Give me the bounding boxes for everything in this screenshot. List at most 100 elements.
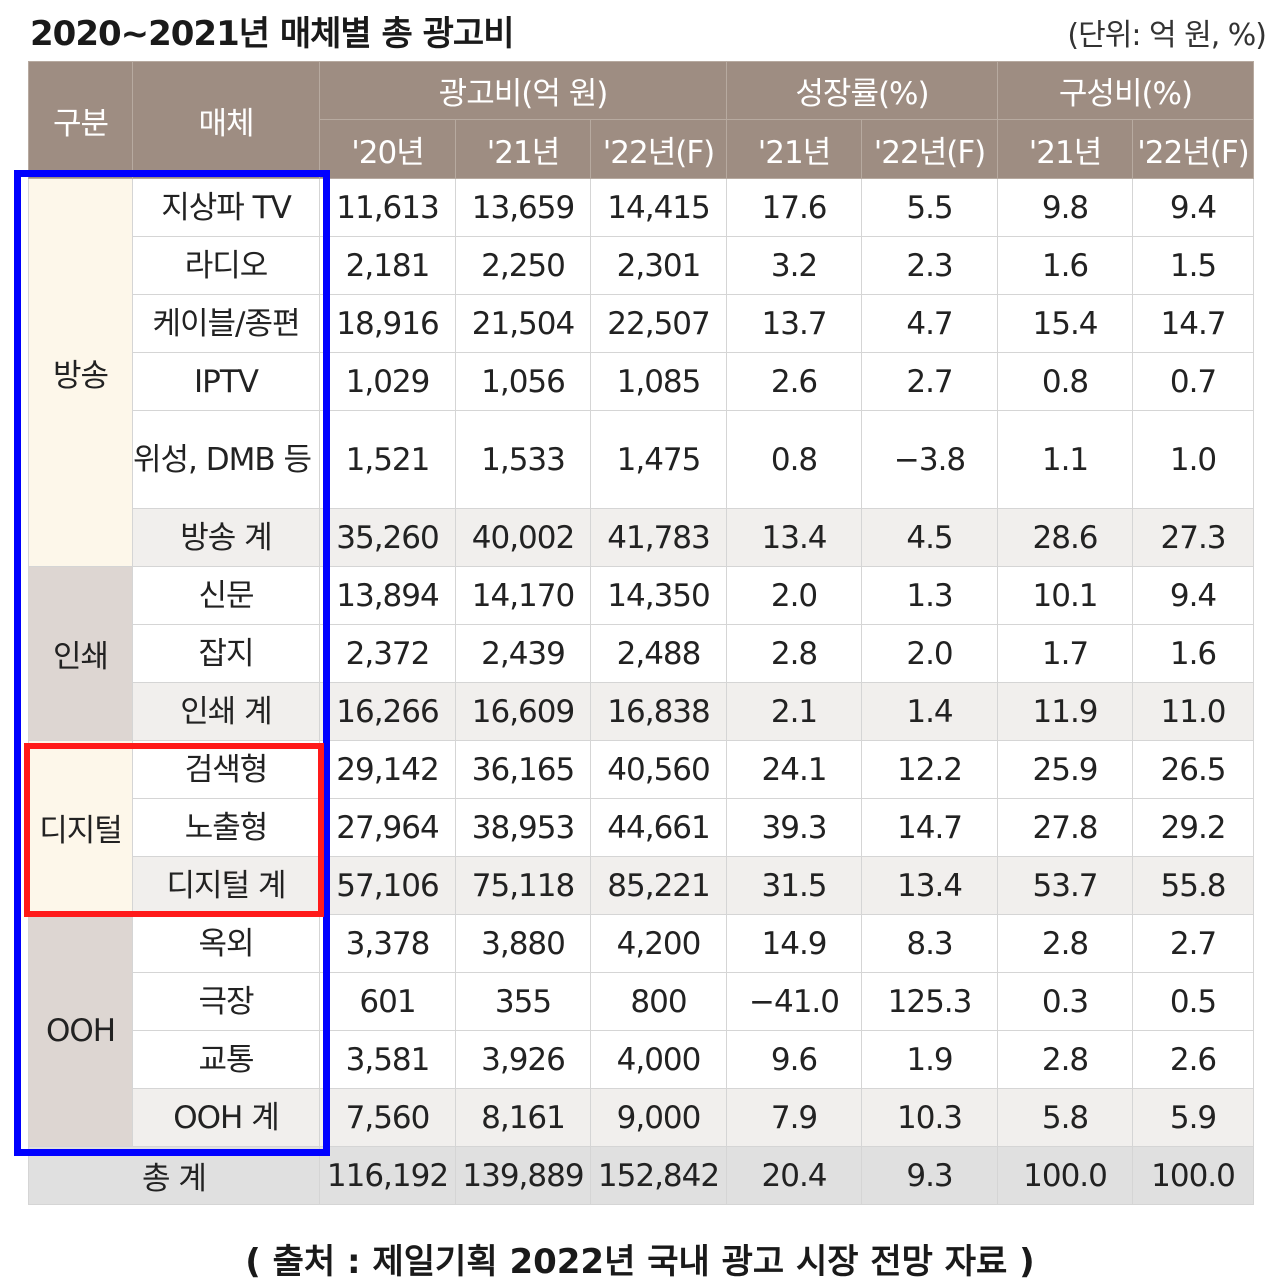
value-cell: 4,200 bbox=[589, 914, 728, 973]
value-cell: 2.0 bbox=[726, 566, 863, 625]
value-cell: 29,142 bbox=[319, 740, 456, 799]
value-cell: 28.6 bbox=[997, 508, 1134, 567]
media-cell: 지상파 TV bbox=[132, 178, 320, 237]
table-row: 노출형 27,964 38,953 44,661 39.3 14.7 27.8 … bbox=[29, 798, 1255, 857]
media-cell: OOH 계 bbox=[132, 1088, 320, 1147]
value-cell: 16,838 bbox=[589, 682, 728, 741]
value-cell: 2.6 bbox=[726, 352, 863, 411]
table-row: 인쇄 신문 13,894 14,170 14,350 2.0 1.3 10.1 … bbox=[28, 566, 1255, 741]
category-digital: 디지털 bbox=[28, 740, 133, 915]
category-ooh: OOH bbox=[28, 914, 133, 1147]
media-cell: 옥외 bbox=[132, 914, 320, 973]
value-cell: 9.4 bbox=[1132, 178, 1255, 237]
value-cell: 4,000 bbox=[589, 1030, 728, 1089]
value-cell: 100.0 bbox=[1132, 1146, 1255, 1205]
unit-note: (단위: 억 원, %) bbox=[1067, 18, 1267, 53]
media-cell: 노출형 bbox=[132, 798, 320, 857]
header-share-21: '21년 bbox=[997, 119, 1134, 179]
media-cell: 위성, DMB 등 기타 bbox=[132, 410, 320, 509]
value-cell: 53.7 bbox=[997, 856, 1134, 915]
ad-spend-table: 구분 매체 광고비(억 원) 성장률(%) 구성비(%) '20년 '21년 '… bbox=[28, 61, 1255, 1205]
category-broadcast: 방송 bbox=[28, 178, 133, 567]
value-cell: 4.5 bbox=[861, 508, 999, 567]
value-cell: 21,504 bbox=[455, 294, 591, 353]
table-row: 잡지 2,372 2,439 2,488 2.8 2.0 1.7 1.6 bbox=[29, 624, 1255, 683]
value-cell: 14,170 bbox=[455, 566, 591, 625]
table-row: 위성, DMB 등 기타 1,521 1,533 1,475 0.8 −3.8 … bbox=[29, 410, 1255, 509]
header-ad-spend-21: '21년 bbox=[455, 119, 591, 179]
value-cell: 18,916 bbox=[319, 294, 456, 353]
value-cell: 35,260 bbox=[319, 508, 456, 567]
value-cell: 1,533 bbox=[455, 410, 591, 509]
value-cell: 25.9 bbox=[997, 740, 1134, 799]
value-cell: 11.9 bbox=[997, 682, 1134, 741]
value-cell: 22,507 bbox=[589, 294, 728, 353]
grand-total-label: 총 계 bbox=[28, 1146, 320, 1205]
value-cell: 7,560 bbox=[319, 1088, 456, 1147]
value-cell: 26.5 bbox=[1132, 740, 1255, 799]
value-cell: 29.2 bbox=[1132, 798, 1255, 857]
value-cell: 139,889 bbox=[455, 1146, 591, 1205]
value-cell: 13.4 bbox=[726, 508, 863, 567]
value-cell: 3.2 bbox=[726, 236, 863, 295]
value-cell: 14.7 bbox=[861, 798, 999, 857]
value-cell: 2,372 bbox=[319, 624, 456, 683]
value-cell: −41.0 bbox=[726, 972, 863, 1031]
source-caption: ( 출처 : 제일기획 2022년 국내 광고 시장 전망 자료 ) bbox=[245, 1242, 1035, 1282]
value-cell: 2.7 bbox=[1132, 914, 1255, 973]
header-growth-22f: '22년(F) bbox=[861, 119, 999, 179]
table-row: 라디오 2,181 2,250 2,301 3.2 2.3 1.6 1.5 bbox=[29, 236, 1255, 295]
value-cell: 44,661 bbox=[589, 798, 728, 857]
value-cell: 55.8 bbox=[1132, 856, 1255, 915]
value-cell: 2.3 bbox=[861, 236, 999, 295]
value-cell: 85,221 bbox=[589, 856, 728, 915]
value-cell: 5.5 bbox=[861, 178, 999, 237]
header-category: 구분 bbox=[28, 61, 133, 179]
value-cell: 3,926 bbox=[455, 1030, 591, 1089]
value-cell: 40,560 bbox=[589, 740, 728, 799]
value-cell: 9,000 bbox=[589, 1088, 728, 1147]
value-cell: 8,161 bbox=[455, 1088, 591, 1147]
subtotal-row: 방송 계 35,260 40,002 41,783 13.4 4.5 28.6 … bbox=[29, 508, 1255, 567]
value-cell: 800 bbox=[589, 972, 728, 1031]
value-cell: 11.0 bbox=[1132, 682, 1255, 741]
value-cell: 9.4 bbox=[1132, 566, 1255, 625]
value-cell: 2,439 bbox=[455, 624, 591, 683]
value-cell: 1,029 bbox=[319, 352, 456, 411]
value-cell: 1,056 bbox=[455, 352, 591, 411]
value-cell: 13,894 bbox=[319, 566, 456, 625]
page-title: 2020~2021년 매체별 총 광고비 bbox=[30, 14, 514, 54]
value-cell: 2.8 bbox=[726, 624, 863, 683]
media-cell: 디지털 계 bbox=[132, 856, 320, 915]
value-cell: −3.8 bbox=[861, 410, 999, 509]
media-cell: 신문 bbox=[132, 566, 320, 625]
value-cell: 125.3 bbox=[861, 972, 999, 1031]
value-cell: 2.7 bbox=[861, 352, 999, 411]
value-cell: 13.4 bbox=[861, 856, 999, 915]
value-cell: 1.7 bbox=[997, 624, 1134, 683]
value-cell: 1.5 bbox=[1132, 236, 1255, 295]
value-cell: 14.9 bbox=[726, 914, 863, 973]
value-cell: 14,415 bbox=[589, 178, 728, 237]
value-cell: 2,250 bbox=[455, 236, 591, 295]
value-cell: 39.3 bbox=[726, 798, 863, 857]
category-print: 인쇄 bbox=[28, 566, 133, 741]
value-cell: 12.2 bbox=[861, 740, 999, 799]
value-cell: 9.6 bbox=[726, 1030, 863, 1089]
media-cell: 극장 bbox=[132, 972, 320, 1031]
grand-total-row: 총 계 116,192 139,889 152,842 20.4 9.3 100… bbox=[28, 1146, 1255, 1205]
header-media: 매체 bbox=[132, 61, 320, 179]
value-cell: 5.8 bbox=[997, 1088, 1134, 1147]
header-ad-spend-22f: '22년(F) bbox=[589, 119, 728, 179]
table-row: 극장 601 355 800 −41.0 125.3 0.3 0.5 bbox=[29, 972, 1255, 1031]
value-cell: 75,118 bbox=[455, 856, 591, 915]
value-cell: 1,475 bbox=[589, 410, 728, 509]
value-cell: 2.0 bbox=[861, 624, 999, 683]
value-cell: 14,350 bbox=[589, 566, 728, 625]
value-cell: 17.6 bbox=[726, 178, 863, 237]
table-row: 교통 3,581 3,926 4,000 9.6 1.9 2.8 2.6 bbox=[29, 1030, 1255, 1089]
value-cell: 13,659 bbox=[455, 178, 591, 237]
subtotal-row: OOH 계 7,560 8,161 9,000 7.9 10.3 5.8 5.9 bbox=[29, 1088, 1255, 1147]
value-cell: 5.9 bbox=[1132, 1088, 1255, 1147]
value-cell: 2.1 bbox=[726, 682, 863, 741]
